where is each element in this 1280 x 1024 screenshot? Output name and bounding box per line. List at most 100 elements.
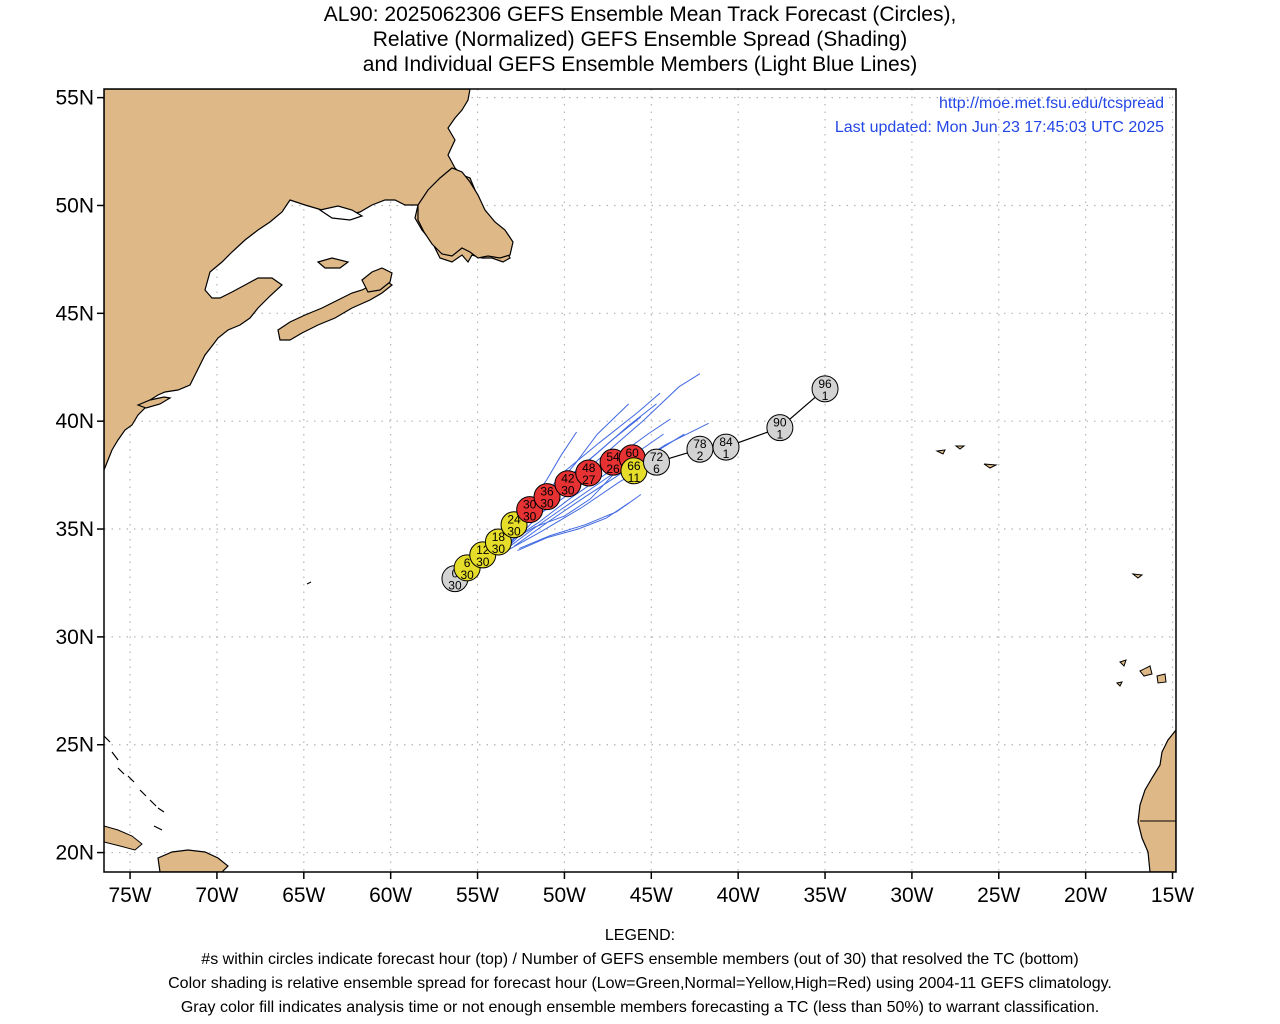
bermuda	[306, 581, 312, 585]
member-count-label: 30	[540, 497, 554, 511]
x-tick-label: 25W	[977, 884, 1020, 907]
last-updated-text: Last updated: Mon Jun 23 17:45:03 UTC 20…	[835, 119, 1164, 136]
forecast-hour-label: 24	[507, 513, 521, 527]
track-circle	[575, 459, 603, 487]
azores-island-3	[983, 463, 998, 469]
hispaniola	[157, 849, 229, 872]
member-count-label: 1	[777, 428, 784, 442]
x-tick-label: 50W	[543, 884, 586, 907]
y-tick-label: 25N	[55, 734, 94, 757]
x-tick-label: 65W	[282, 884, 325, 907]
member-count-label: 30	[492, 542, 506, 556]
forecast-hour-label: 6	[464, 556, 471, 570]
member-count-label: 30	[507, 525, 521, 539]
forecast-hour-label: 78	[693, 437, 707, 451]
track-circle	[811, 375, 839, 403]
puerto-rico	[104, 825, 143, 851]
forecast-hour-label: 90	[773, 416, 787, 430]
member-count-label: 1	[723, 447, 730, 461]
chart-title-block: AL90: 2025062306 GEFS Ensemble Mean Trac…	[0, 2, 1280, 77]
canary-island-1	[1119, 659, 1127, 667]
azores-island-2	[954, 445, 966, 450]
plot-frame	[103, 88, 1177, 873]
forecast-hour-label: 42	[561, 472, 575, 486]
member-count-label: 26	[606, 462, 620, 476]
x-tick-label: 40W	[717, 884, 760, 907]
title-line-3: and Individual GEFS Ensemble Members (Li…	[362, 53, 918, 76]
y-tick-label: 45N	[55, 302, 94, 325]
member-count-label: 30	[561, 484, 575, 498]
forecast-hour-label: 72	[650, 450, 664, 464]
canary-island-2	[1139, 665, 1153, 677]
y-tick-label: 35N	[55, 518, 94, 541]
member-count-label: 2	[697, 449, 704, 463]
ensemble-mean-track: 0306301230183024303030363042304827542660…	[441, 375, 839, 593]
legend-line-shading: Color shading is relative ensemble sprea…	[168, 975, 1112, 992]
y-tick-label: 50N	[55, 194, 94, 217]
track-circle	[643, 448, 671, 476]
axis-ticks: 75W 70W 65W 60W 55W 50W 45W 40W 35W 30W 25W 20W 15W 5…	[55, 87, 1194, 907]
forecast-hour-label: 84	[719, 435, 733, 449]
newfoundland	[417, 167, 514, 259]
forecast-hour-label: 48	[582, 461, 596, 475]
member-count-label: 30	[448, 579, 462, 593]
x-tick-label: 60W	[369, 884, 412, 907]
west-africa	[1137, 729, 1176, 872]
member-count-label: 30	[476, 555, 490, 569]
anticosti-island	[318, 205, 364, 221]
legend-heading: LEGEND:	[604, 927, 676, 944]
y-tick-label: 30N	[55, 626, 94, 649]
forecast-hour-label: 30	[523, 498, 537, 512]
nova-scotia	[277, 279, 393, 341]
member-count-label: 30	[523, 510, 537, 524]
forecast-hour-label: 66	[627, 459, 641, 473]
title-line-1: AL90: 2025062306 GEFS Ensemble Mean Trac…	[323, 3, 957, 26]
ensemble-member-track	[517, 502, 629, 552]
legend-line-gray: Gray color fill indicates analysis time …	[180, 999, 1100, 1016]
y-tick-label: 40N	[55, 410, 94, 433]
forecast-hour-label: 96	[818, 377, 832, 391]
cape-breton	[361, 267, 393, 293]
track-circle	[766, 414, 794, 442]
member-count-label: 6	[653, 462, 660, 476]
prince-edward-island	[316, 257, 350, 269]
legend-line-circles: #s within circles indicate forecast hour…	[201, 951, 1079, 968]
track-point-72h: 726	[643, 448, 671, 476]
member-count-label: 11	[628, 471, 641, 485]
track-point-96h: 961	[811, 375, 839, 403]
land-layer	[104, 89, 1176, 872]
azores-island-1	[935, 449, 946, 455]
forecast-hour-label: 18	[492, 530, 506, 544]
x-tick-label: 70W	[195, 884, 238, 907]
x-tick-label: 75W	[108, 884, 151, 907]
forecast-hour-label: 54	[606, 450, 620, 464]
track-point-84h: 841	[712, 433, 740, 461]
source-url-link[interactable]: http://moe.met.fsu.edu/tcspread	[939, 95, 1164, 112]
member-count-label: 1	[822, 389, 829, 403]
canary-island-3	[1156, 673, 1167, 684]
bahamas-islands	[104, 735, 165, 831]
member-count-label: 30	[460, 568, 474, 582]
x-tick-label: 45W	[630, 884, 673, 907]
legend-block: LEGEND: #s within circles indicate forec…	[0, 924, 1280, 1020]
madeira	[1131, 573, 1144, 579]
x-tick-label: 35W	[803, 884, 846, 907]
x-tick-label: 20W	[1064, 884, 1107, 907]
track-circle	[712, 433, 740, 461]
title-line-2: Relative (Normalized) GEFS Ensemble Spre…	[372, 28, 908, 51]
canary-island-4	[1115, 681, 1123, 687]
x-tick-label: 55W	[456, 884, 499, 907]
forecast-hour-label: 36	[540, 485, 554, 499]
y-tick-label: 55N	[55, 87, 94, 110]
x-tick-label: 15W	[1151, 884, 1194, 907]
long-island	[136, 396, 172, 409]
track-circle	[484, 528, 512, 556]
track-point-78h: 782	[686, 435, 714, 463]
